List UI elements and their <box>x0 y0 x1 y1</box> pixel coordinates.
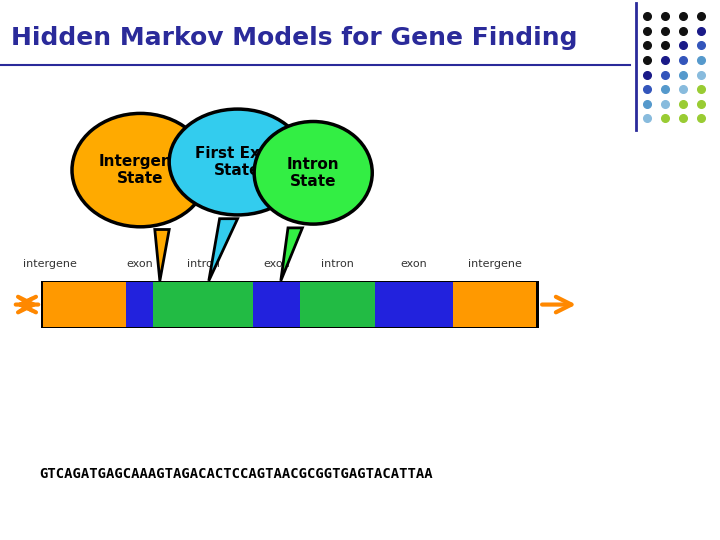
Text: First Exon
State: First Exon State <box>194 146 281 178</box>
Text: exon: exon <box>263 259 290 269</box>
Ellipse shape <box>72 113 209 227</box>
Text: exon: exon <box>400 259 428 269</box>
Bar <box>41 281 539 328</box>
Bar <box>300 282 375 327</box>
Polygon shape <box>281 228 302 281</box>
Text: intron: intron <box>320 259 354 269</box>
Point <box>632 126 641 133</box>
Bar <box>126 282 153 327</box>
Text: intron: intron <box>186 259 220 269</box>
Text: intergene: intergene <box>468 259 521 269</box>
Bar <box>453 282 536 327</box>
Point <box>632 0 641 6</box>
Text: exon: exon <box>126 259 153 269</box>
Polygon shape <box>209 219 238 281</box>
Bar <box>43 282 126 327</box>
Text: Hidden Markov Models for Gene Finding: Hidden Markov Models for Gene Finding <box>11 26 577 50</box>
Bar <box>153 282 253 327</box>
Text: Intron
State: Intron State <box>287 157 340 189</box>
Bar <box>253 282 300 327</box>
Text: intergene: intergene <box>24 259 77 269</box>
Ellipse shape <box>169 109 306 215</box>
Ellipse shape <box>254 122 372 224</box>
Text: Intergene
State: Intergene State <box>99 154 182 186</box>
Bar <box>375 282 453 327</box>
Text: GTCAGATGAGCAAAGTAGACACTCCAGTAACGCGGTGAGTACATTAA: GTCAGATGAGCAAAGTAGACACTCCAGTAACGCGGTGAGT… <box>40 467 433 481</box>
Polygon shape <box>155 230 169 281</box>
